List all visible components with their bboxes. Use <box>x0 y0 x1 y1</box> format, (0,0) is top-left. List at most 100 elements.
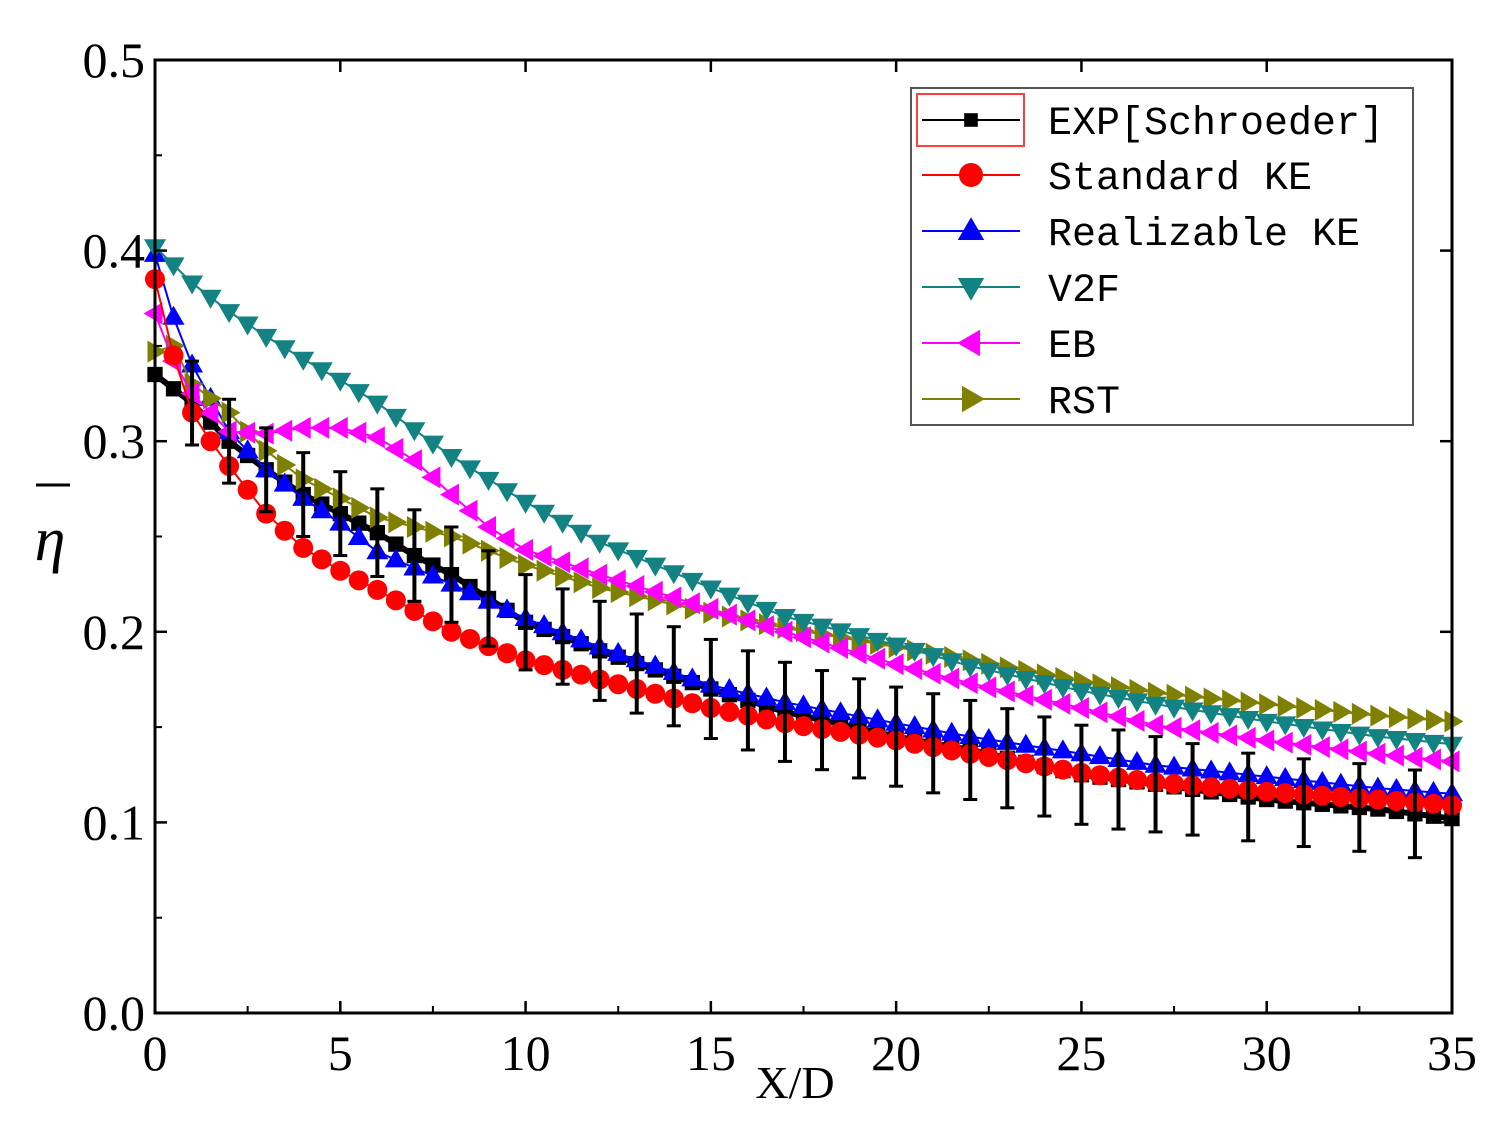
series-v2f <box>144 239 1463 756</box>
data-point <box>495 527 515 550</box>
data-point <box>1032 688 1052 711</box>
data-point <box>829 637 849 660</box>
data-point <box>607 641 630 661</box>
series-standard-ke <box>145 269 1462 816</box>
data-point <box>1014 684 1034 707</box>
data-point <box>570 524 593 544</box>
legend-label: V2F <box>1048 269 1120 314</box>
error-bar <box>185 359 200 447</box>
data-point <box>439 483 459 506</box>
axes-layer: 0 5 10 15 20 25 30 35 0.0 0.1 0.2 0.3 0.4 0.5 <box>83 32 1478 1081</box>
data-point <box>977 662 1000 682</box>
data-point <box>1052 759 1073 780</box>
data-point <box>977 727 1000 747</box>
data-point <box>1033 675 1056 695</box>
data-point <box>1181 702 1204 722</box>
data-point <box>496 483 519 503</box>
data-point <box>462 532 482 555</box>
data-point <box>403 422 426 442</box>
data-point <box>162 305 185 325</box>
data-point <box>236 316 259 336</box>
data-point <box>625 575 645 598</box>
data-point <box>203 387 223 410</box>
legend-label: Realizable KE <box>1048 213 1360 258</box>
data-point <box>1330 786 1351 807</box>
data-point <box>644 654 667 674</box>
data-point <box>1201 777 1222 798</box>
data-point <box>330 560 351 581</box>
data-point <box>755 601 778 621</box>
data-point <box>388 511 408 534</box>
data-point <box>1351 702 1371 725</box>
error-bar <box>740 649 755 752</box>
data-point <box>699 597 719 620</box>
data-point <box>1051 692 1071 715</box>
legend-entry: Realizable KE <box>922 213 1360 258</box>
data-point <box>903 642 926 662</box>
data-point <box>1107 690 1130 710</box>
data-point <box>1274 767 1297 787</box>
data-point <box>236 439 259 459</box>
data-point <box>1273 731 1293 754</box>
data-point <box>421 435 444 455</box>
data-point <box>1088 701 1108 724</box>
data-point <box>645 683 666 704</box>
legend-marker <box>957 329 980 357</box>
error-bar <box>777 660 792 763</box>
error-bar <box>333 470 348 558</box>
data-point <box>1333 700 1353 723</box>
data-point <box>1255 765 1278 785</box>
data-point <box>1422 780 1445 800</box>
y-axis-label: η <box>35 483 70 574</box>
data-point <box>1088 686 1111 706</box>
data-point <box>1440 750 1460 773</box>
error-bar <box>889 685 904 788</box>
data-point <box>810 631 830 654</box>
data-point <box>459 628 480 649</box>
data-point <box>610 581 630 604</box>
data-point <box>1366 729 1389 749</box>
data-point <box>404 600 425 621</box>
data-point <box>534 655 555 676</box>
data-point <box>1144 696 1167 716</box>
data-point <box>236 421 256 444</box>
data-point <box>569 557 589 580</box>
data-point <box>200 431 221 452</box>
x-axis-label: X/D <box>755 1057 834 1108</box>
x-tick-label: 35 <box>1427 1025 1477 1081</box>
legend-entry: EXP[Schroeder] <box>916 93 1384 147</box>
data-point <box>514 538 534 561</box>
data-point <box>1277 695 1297 718</box>
data-point <box>162 257 185 277</box>
data-point <box>237 479 258 500</box>
data-point <box>1314 698 1334 721</box>
data-point <box>458 460 481 480</box>
errorbars-exp-schroeder <box>185 359 1422 860</box>
data-point <box>588 534 611 554</box>
error-bar <box>703 637 718 741</box>
data-point <box>310 416 330 439</box>
error-bar <box>481 549 496 648</box>
error-bar <box>1296 757 1311 849</box>
data-point <box>1163 755 1186 775</box>
data-point <box>755 686 778 706</box>
data-point <box>365 426 385 449</box>
data-point <box>384 548 407 568</box>
data-point <box>1367 789 1388 810</box>
data-point <box>606 569 626 592</box>
data-point <box>1144 714 1164 737</box>
data-point <box>351 496 371 519</box>
error-bar <box>370 487 385 579</box>
series-layer <box>143 239 1464 860</box>
data-point <box>1125 709 1145 732</box>
error-bar <box>1407 768 1422 860</box>
error-bar <box>518 573 533 672</box>
error-bar <box>666 625 681 728</box>
data-point <box>830 721 851 742</box>
data-point <box>607 542 630 562</box>
data-point <box>699 580 722 600</box>
error-bar <box>926 692 941 795</box>
data-point <box>277 454 297 477</box>
data-point <box>570 628 593 648</box>
y-axis-label-text: η <box>35 506 66 574</box>
